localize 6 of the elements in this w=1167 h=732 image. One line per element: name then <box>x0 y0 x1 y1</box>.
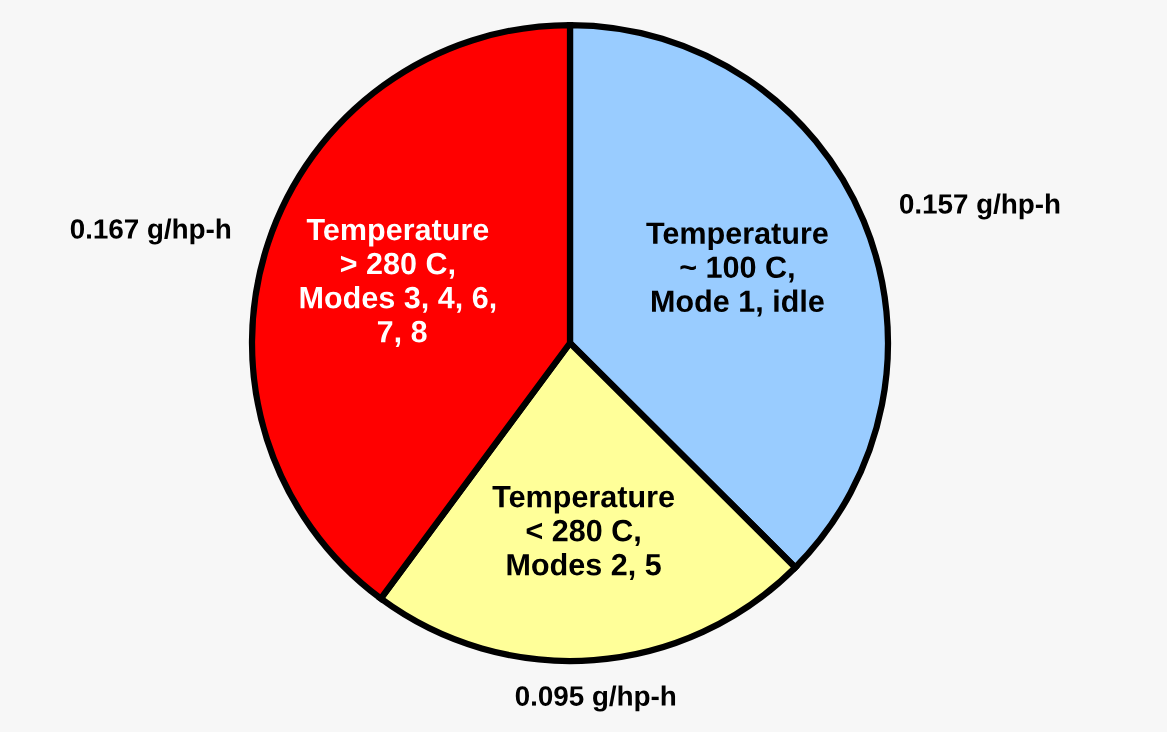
data-label: 0.167 g/hp-h <box>70 218 231 245</box>
slice-label: Temperature ~ 100 C, Mode 1, idle <box>646 222 828 317</box>
data-label: 0.157 g/hp-h <box>900 193 1060 220</box>
slice-label: Temperature < 280 C, Modes 2, 5 <box>492 486 674 580</box>
slice-label: Temperature > 280 C, Modes 3, 4, 6, 7, 8 <box>300 219 496 347</box>
data-label: 0.095 g/hp-h <box>515 685 676 712</box>
